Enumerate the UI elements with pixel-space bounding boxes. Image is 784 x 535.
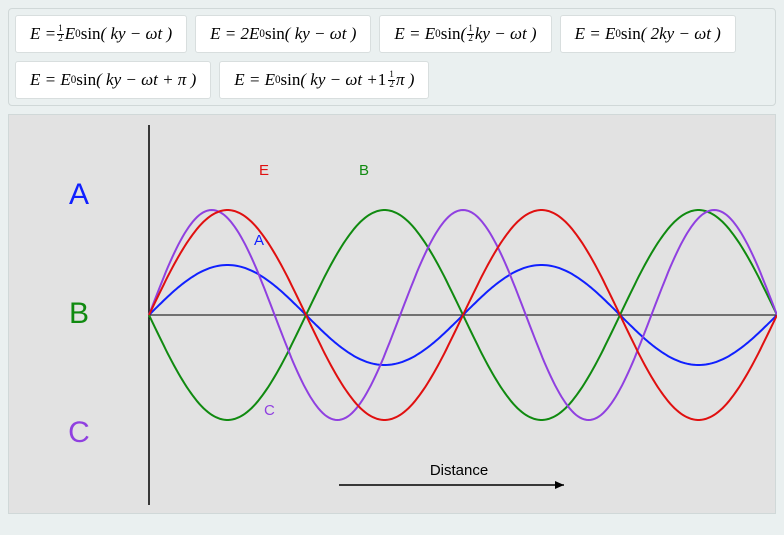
plot-area: A B C E Distance A B C — [8, 114, 776, 514]
curve-label-B: B — [359, 162, 369, 179]
equation-bank: E = 12E0 sin( ky − ωt )E = 2E0 sin( ky −… — [8, 8, 776, 106]
equation-card-eq-phase-pi[interactable]: E = E0 sin( ky − ωt + π ) — [15, 61, 211, 99]
equation-card-eq-phase-3pi2[interactable]: E = E0 sin( ky − ωt + 112π ) — [219, 61, 429, 99]
equation-card-eq-double-k[interactable]: E = E0 sin( 2ky − ωt ) — [560, 15, 736, 53]
equation-card-eq-double-amp[interactable]: E = 2E0 sin( ky − ωt ) — [195, 15, 371, 53]
container: E = 12E0 sin( ky − ωt )E = 2E0 sin( ky −… — [0, 0, 784, 535]
drop-slot-C[interactable]: C — [68, 416, 90, 450]
x-axis-label: Distance — [430, 462, 488, 479]
drop-slot-column: A B C — [9, 115, 149, 513]
drop-slot-B[interactable]: B — [69, 297, 89, 331]
drop-slot-A[interactable]: A — [69, 178, 89, 212]
equation-card-eq-half-k[interactable]: E = E0 sin( 12ky − ωt ) — [379, 15, 551, 53]
curve-label-C: C — [264, 402, 275, 419]
arrowhead-icon — [555, 481, 564, 489]
curve-label-E: E — [259, 162, 269, 179]
equation-card-eq-half-amp[interactable]: E = 12E0 sin( ky − ωt ) — [15, 15, 187, 53]
